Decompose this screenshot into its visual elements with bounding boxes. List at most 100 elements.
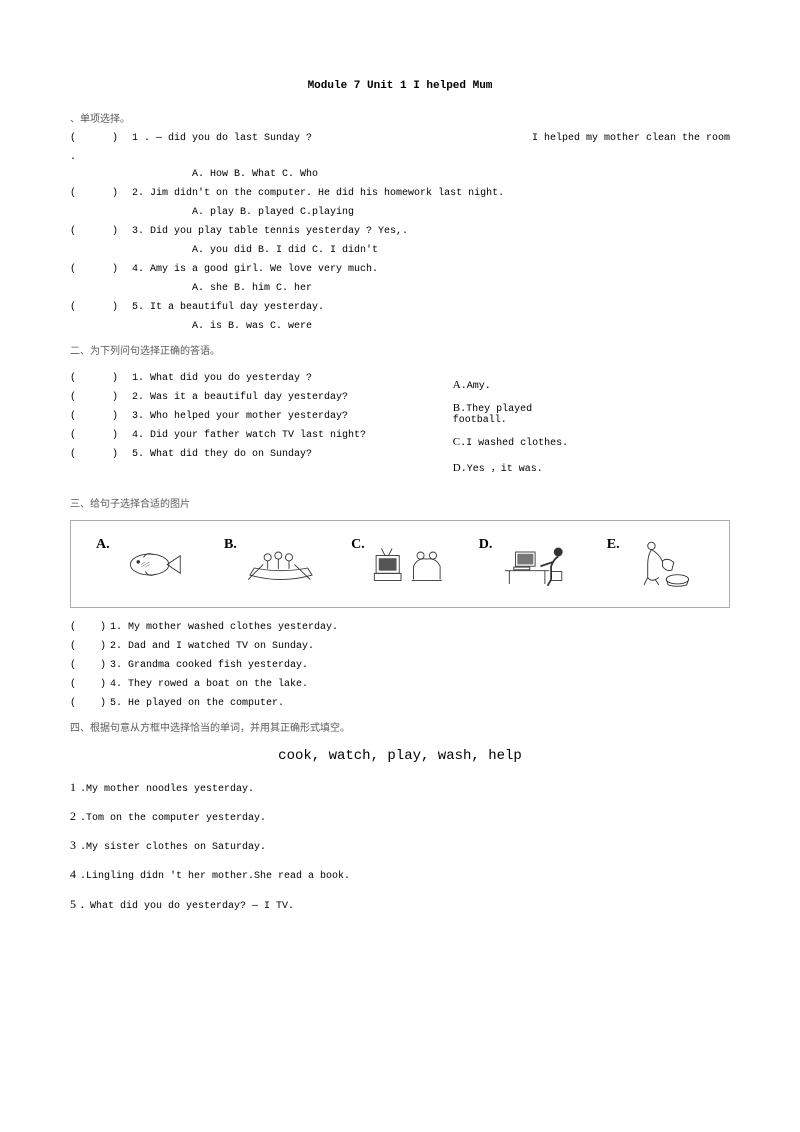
answer-blank[interactable]: ( ) [70,392,132,403]
pic-a: A. [81,537,209,592]
f-num: 3 [70,838,76,852]
ans-text: .Yes ，it was. [461,464,543,475]
p5: ( )5. He played on the computer. [70,698,730,709]
match-wrap: ( )1.What did you do yesterday ? ( )2.Wa… [70,365,730,485]
ans-text: .I washed clothes. [460,438,568,449]
q1-row: ( ) 1 . — did you do last Sunday ? I hel… [70,133,730,144]
q3-row: ( ) 3. Did you play table tennis yesterd… [70,226,730,237]
q-text: It a beautiful day yesterday. [150,302,730,313]
q-num: 2. [110,641,122,652]
f5: 5 ．What did you do yesterday? — I TV. [70,896,730,912]
p4: ( )4.They rowed a boat on the lake. [70,679,730,690]
q-num: 2. [132,188,144,199]
answer-blank[interactable]: ( ) [70,411,132,422]
q4-opts: A. she B. him C. her [192,283,730,294]
worksheet-page: Module 7 Unit 1 I helped Mum 、单项选择。 ( ) … [0,0,800,966]
answer-blank[interactable]: ( ) [70,264,132,275]
f-text: .Tom on the computer yesterday. [80,813,266,824]
wash-clothes-icon [624,537,704,592]
pic-c: C. [336,537,464,592]
q5-row: ( ) 5. It a beautiful day yesterday. [70,302,730,313]
f3: 3 .My sister clothes on Saturday. [70,838,730,853]
q-text: What did they do on Sunday? [150,449,453,460]
m1: ( )1. What did you do yesterday ? [70,373,453,384]
m4: ( )4.Did your father watch TV last night… [70,430,453,441]
answer-blank[interactable]: ( ) [70,302,132,313]
answer-blank[interactable]: ( ) [70,373,132,384]
section3-heading: 三、给句子选择合适的图片 [70,495,730,510]
q-num: 3. [132,411,144,422]
q4-row: ( ) 4. Amy is a good girl. We love very … [70,264,730,275]
ans-text: .Amy. [461,381,491,392]
q-text: Who helped your mother yesterday? [150,411,453,422]
q-num: 3. [110,660,122,671]
m3: ( )3. Who helped your mother yesterday? [70,411,453,422]
answer-blank[interactable]: ( ) [70,449,132,460]
p2: ( )2. Dad and I watched TV on Sunday. [70,641,730,652]
pic-e: E. [591,537,719,592]
q-num: 4. [132,264,144,275]
q1-opts: A. How B. What C. Who [192,169,730,180]
ans-a: A.Amy. [453,379,730,392]
answer-blank[interactable]: ( ) [70,660,110,671]
f-text: .Lingling didn 't her mother.She read a … [80,871,350,882]
q2-row: ( ) 2. Jim didn't on the computer. He di… [70,188,730,199]
match-right: A.Amy. B.They playedfootball. C.I washed… [453,365,730,485]
q-num: 1. [132,373,144,384]
ans-text2: football. [453,415,507,426]
answer-blank[interactable]: ( ) [70,622,110,633]
ans-c: C.I washed clothes. [453,436,730,449]
q5-opts: A. is B. was C. were [192,321,730,332]
section1-heading: 、单项选择。 [70,110,730,125]
answer-blank[interactable]: ( ) [70,430,132,441]
q-text: Dad and I watched TV on Sunday. [128,641,730,652]
f-text: .My mother noodles yesterday. [80,784,254,795]
pic-label: A. [96,537,110,553]
ans-label: D [453,462,461,474]
page-title: Module 7 Unit 1 I helped Mum [70,80,730,92]
f-text: ．What did you do yesterday? — I TV. [80,901,294,912]
q-text: — did you do last Sunday ? [156,133,512,144]
q-num: 4. [132,430,144,441]
q-num: 1. [110,622,122,633]
q-text: He played on the computer. [128,698,730,709]
ans-label: A [453,379,461,391]
q-num: 5. [132,302,144,313]
f4: 4.Lingling didn 't her mother.She read a… [70,867,730,882]
q-num: 4. [110,679,122,690]
p3: ( )3.Grandma cooked fish yesterday. [70,660,730,671]
section4-heading: 四、根据句意从方框中选择恰当的单词，并用其正确形式填空。 [70,719,730,734]
rowboat-icon [241,537,321,592]
ans-b: B.They playedfootball. [453,402,730,426]
q-right: I helped my mother clean the room [532,133,730,144]
answer-blank[interactable]: ( ) [70,188,132,199]
watch-tv-icon [369,537,449,592]
answer-blank[interactable]: ( ) [70,641,110,652]
q-text: My mother washed clothes yesterday. [128,622,730,633]
pic-label: D. [479,537,493,553]
f1: 1 .My mother noodles yesterday. [70,780,730,795]
m2: ( )2.Was it a beautiful day yesterday? [70,392,453,403]
q-text: Amy is a good girl. We love very much. [150,264,730,275]
f-text: .My sister clothes on Saturday. [80,842,266,853]
answer-blank[interactable]: ( ) [70,226,132,237]
pic-label: B. [224,537,237,553]
f-num: 1 [70,780,76,794]
f-num: 2 [70,809,76,823]
section2-heading: 二、为下列问句选择正确的答语。 [70,342,730,357]
q2-opts: A. play B. played C.playing [192,207,730,218]
q-text: What did you do yesterday ? [150,373,453,384]
answer-blank[interactable]: ( ) [70,133,132,144]
period: . [70,152,730,163]
f-num: 5 [70,897,76,911]
pic-d: D. [464,537,592,592]
play-computer-icon [496,537,576,592]
q-text: Was it a beautiful day yesterday? [150,392,453,403]
word-bank: cook, watch, play, wash, help [70,748,730,764]
q-num: 5. [132,449,144,460]
answer-blank[interactable]: ( ) [70,698,110,709]
answer-blank[interactable]: ( ) [70,679,110,690]
pic-b: B. [209,537,337,592]
q3-opts: A. you did B. I did C. I didn't [192,245,730,256]
q-num: 5. [110,698,122,709]
